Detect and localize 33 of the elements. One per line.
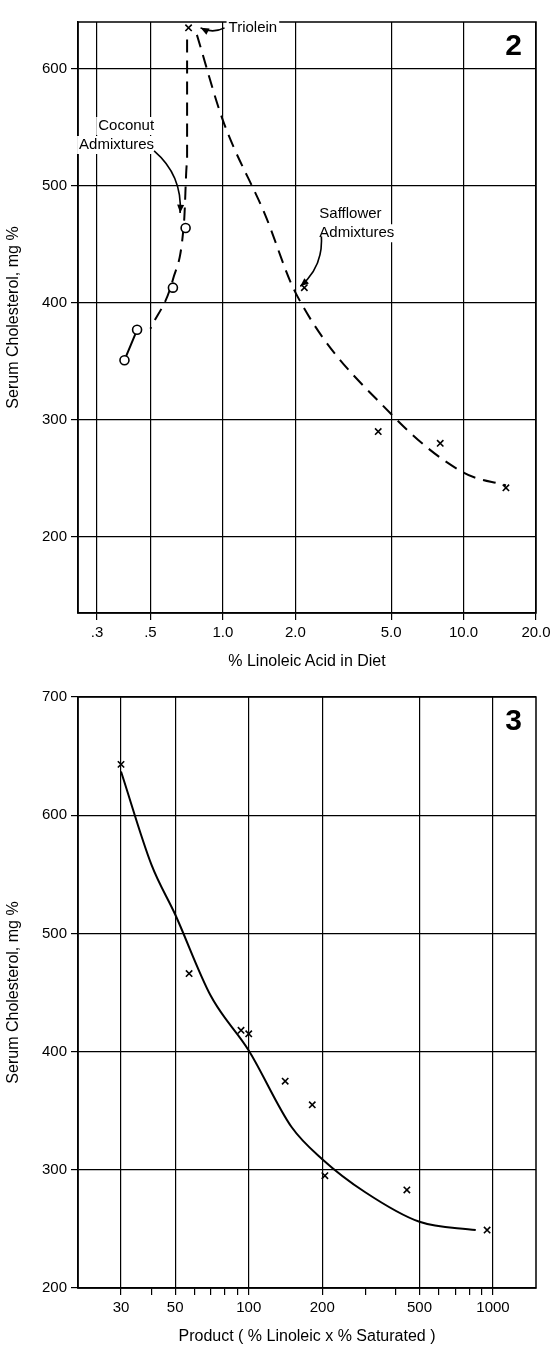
y-tick-label: 500	[41, 175, 67, 193]
x-tick-label: 100	[236, 1298, 262, 1316]
x-tick-label: .5	[144, 623, 157, 641]
y-tick-label: 500	[41, 923, 67, 941]
y-tick-label: 200	[41, 527, 67, 545]
x-tick-label: 30	[112, 1298, 130, 1316]
x-tick-label: 1.0	[212, 623, 234, 641]
x-tick-label: 10.0	[448, 623, 479, 641]
y-tick-label: 400	[41, 293, 67, 311]
annotation: Coconut Admixtures	[79, 116, 155, 153]
y-tick-label: 600	[41, 58, 67, 76]
x-tick-label: 5.0	[380, 623, 402, 641]
x-tick-label: 1000	[476, 1298, 510, 1316]
annotation: Safflower Admixtures	[319, 204, 395, 241]
y-tick-label: 200	[41, 1278, 67, 1296]
y-tick-label: 700	[41, 687, 67, 705]
y-tick-label: 600	[41, 805, 67, 823]
x-tick-label: 2.0	[284, 623, 306, 641]
x-axis-title: % Linoleic Acid in Diet	[228, 651, 387, 669]
y-axis-title: Serum Cholesterol, mg %	[4, 226, 22, 409]
y-tick-label: 400	[41, 1041, 67, 1059]
y-axis-title: Serum Cholesterol, mg %	[4, 901, 22, 1084]
y-tick-label: 300	[41, 410, 67, 428]
chart-title: 3	[505, 703, 522, 737]
y-tick-label: 300	[41, 1159, 67, 1177]
x-tick-label: 200	[309, 1298, 335, 1316]
x-axis-title: Product ( % Linoleic x % Saturated )	[178, 1326, 436, 1344]
x-tick-label: 500	[406, 1298, 432, 1316]
x-tick-label: 50	[166, 1298, 184, 1316]
x-tick-label: 20.0	[521, 623, 551, 641]
x-tick-label: .3	[90, 623, 104, 641]
annotation: Triolein	[228, 17, 278, 35]
chart-title: 2	[505, 28, 522, 62]
